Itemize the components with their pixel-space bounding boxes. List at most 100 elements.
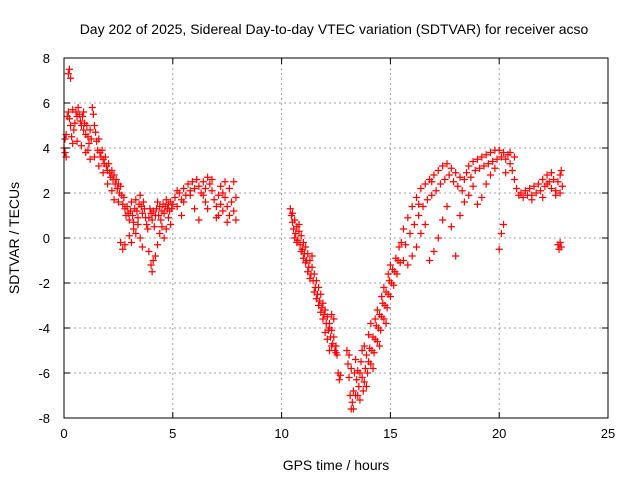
data-point	[212, 202, 220, 211]
data-point	[168, 205, 176, 213]
data-point	[223, 218, 231, 226]
y-axis-label: SDTVAR / TECUs	[6, 182, 22, 294]
data-point	[557, 166, 565, 175]
data-point	[348, 398, 356, 406]
data-point	[65, 65, 74, 73]
data-point	[506, 148, 514, 157]
data-point	[558, 182, 566, 190]
data-point	[223, 202, 231, 211]
data-point	[149, 256, 157, 265]
data-point	[308, 263, 316, 271]
data-point	[136, 191, 144, 199]
data-point	[195, 182, 203, 190]
data-point	[345, 351, 353, 359]
data-point	[404, 261, 412, 269]
data-point	[343, 346, 351, 355]
data-point	[510, 153, 519, 161]
data-point	[186, 191, 194, 199]
data-point	[230, 178, 238, 186]
data-point	[70, 126, 78, 134]
data-point	[317, 290, 325, 298]
data-point	[147, 261, 155, 269]
data-point	[77, 142, 86, 150]
data-point	[110, 196, 118, 204]
data-point	[458, 187, 466, 195]
data-point	[108, 187, 116, 195]
data-point	[217, 200, 225, 208]
data-point	[64, 108, 72, 116]
data-point	[415, 200, 423, 208]
data-point	[169, 200, 177, 208]
data-point	[157, 216, 165, 224]
data-point	[136, 234, 144, 242]
data-point	[297, 232, 305, 240]
data-point	[134, 214, 142, 222]
data-point	[308, 252, 316, 260]
data-point	[184, 180, 192, 188]
data-point	[126, 207, 134, 215]
data-point	[436, 180, 445, 188]
data-point	[452, 169, 460, 177]
data-point	[328, 342, 336, 350]
data-point	[510, 175, 519, 184]
data-point	[79, 108, 88, 116]
data-point	[349, 387, 358, 395]
data-point	[225, 184, 233, 193]
data-point	[367, 319, 375, 328]
data-point	[425, 256, 434, 265]
data-point	[469, 157, 477, 166]
data-point	[61, 135, 69, 143]
data-point	[358, 373, 366, 382]
data-point	[232, 193, 240, 202]
data-point	[454, 182, 462, 190]
data-point	[219, 189, 227, 197]
data-point	[377, 326, 385, 334]
data-point	[78, 112, 87, 121]
data-point	[125, 232, 133, 240]
data-point	[148, 268, 156, 276]
data-point	[357, 358, 365, 366]
data-point	[447, 164, 455, 172]
data-point	[359, 387, 367, 395]
data-point	[66, 121, 75, 130]
data-point	[351, 355, 360, 364]
data-point	[225, 211, 233, 220]
data-point	[456, 173, 464, 181]
data-point	[345, 373, 353, 382]
data-point	[476, 164, 484, 172]
data-point	[304, 268, 312, 276]
data-point	[386, 292, 394, 301]
data-point	[299, 238, 307, 247]
data-point	[539, 175, 547, 184]
data-point	[66, 74, 75, 82]
data-point	[119, 245, 127, 253]
data-point	[120, 193, 128, 202]
data-point	[415, 211, 423, 220]
data-point	[310, 288, 318, 296]
data-point	[430, 171, 438, 179]
data-point	[156, 229, 164, 238]
data-point	[162, 196, 170, 204]
data-point	[123, 202, 131, 211]
data-point	[361, 364, 369, 373]
data-point	[486, 171, 495, 179]
data-point	[204, 173, 212, 181]
data-point	[325, 346, 334, 355]
data-point	[127, 238, 136, 247]
data-point	[158, 223, 166, 231]
data-point	[373, 306, 381, 314]
data-point	[132, 196, 140, 204]
data-point	[101, 153, 109, 161]
data-point	[321, 328, 329, 337]
data-point	[221, 193, 229, 202]
data-point	[351, 391, 360, 400]
data-point	[69, 139, 77, 148]
y-tick-label: 8	[43, 51, 50, 66]
data-point	[462, 169, 471, 177]
data-point	[138, 209, 146, 217]
data-point	[412, 193, 421, 202]
data-point	[325, 324, 334, 332]
data-point	[90, 153, 99, 161]
data-point	[386, 261, 394, 269]
